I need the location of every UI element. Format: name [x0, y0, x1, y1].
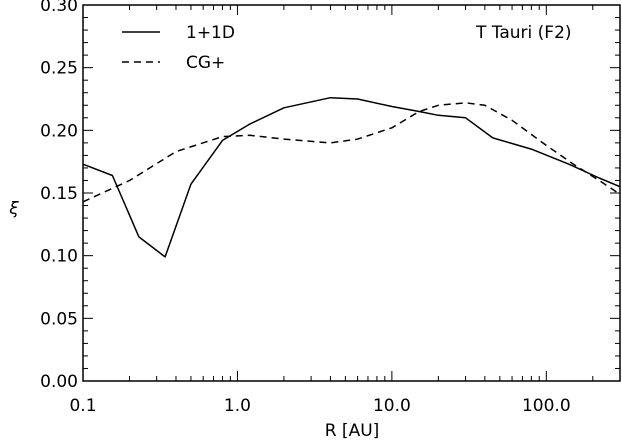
series-line-2 — [82, 102, 621, 203]
y-tick-label: 0.30 — [40, 0, 78, 16]
legend: 1+1D CG+ — [122, 23, 235, 73]
legend-label-2: CG+ — [186, 53, 225, 73]
x-tick-label: 10.0 — [373, 396, 411, 416]
y-tick-label: 0.00 — [40, 372, 78, 392]
y-tick-label: 0.05 — [40, 309, 78, 329]
x-tick-label: 0.1 — [69, 396, 96, 416]
y-tick-label: 0.25 — [40, 59, 78, 79]
x-axis-title: R [AU] — [325, 421, 380, 441]
x-tick-label: 1.0 — [224, 396, 251, 416]
plot-axes: 0.1 1.0 10.0 100.0 0.00 0.05 0.10 0.15 0.20 0.25 0… — [40, 0, 621, 416]
y-tick-label: 0.20 — [40, 121, 78, 141]
y-tick-label: 0.15 — [40, 184, 78, 204]
series-layer — [82, 96, 621, 258]
series-line-1 — [82, 96, 621, 258]
legend-label-1: 1+1D — [186, 23, 235, 43]
y-axis-title: ξ — [8, 199, 19, 219]
y-tick-label: 0.10 — [40, 247, 78, 267]
x-tick-label: 100.0 — [522, 396, 571, 416]
plot-frame — [82, 4, 621, 382]
chart-annotation: T Tauri (F2) — [475, 23, 572, 43]
